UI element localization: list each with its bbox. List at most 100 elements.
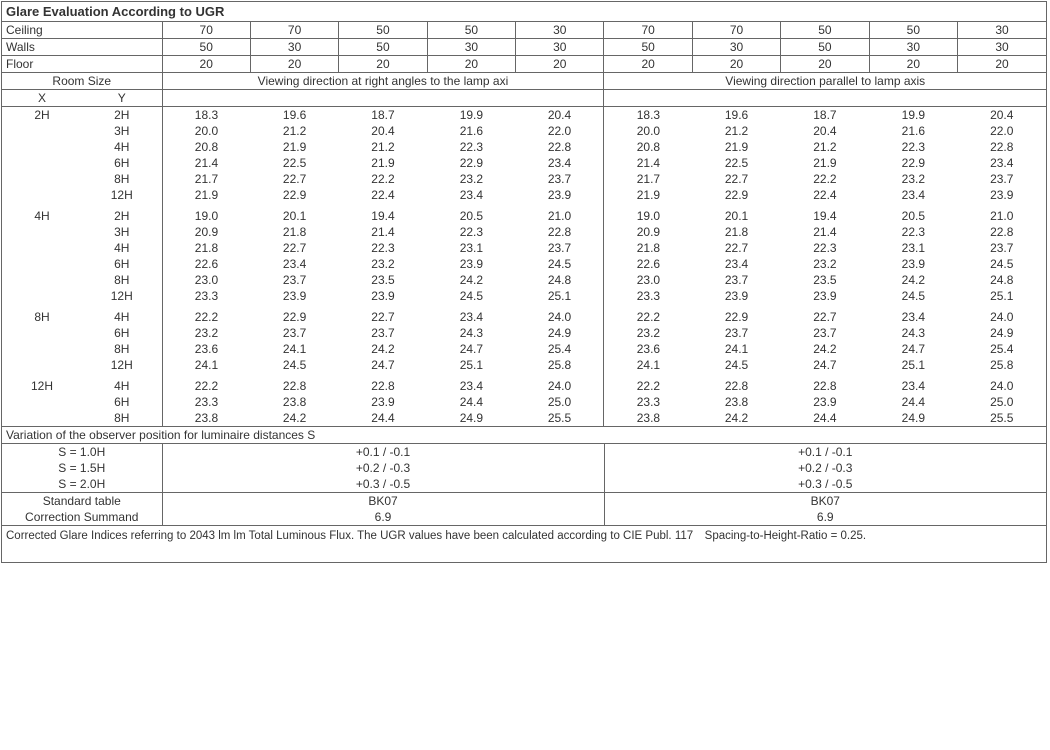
ugr-value: 20.9	[604, 224, 692, 240]
variation-value-b: +0.2 / -0.3	[604, 460, 1046, 476]
room-x-value	[2, 139, 82, 155]
ugr-value: 19.6	[692, 107, 780, 124]
ugr-value: 23.9	[692, 288, 780, 304]
ugr-value: 21.4	[781, 224, 869, 240]
ugr-value: 24.2	[869, 272, 957, 288]
variation-value-a: +0.2 / -0.3	[162, 460, 604, 476]
ugr-value: 22.8	[516, 139, 604, 155]
footer-note: Corrected Glare Indices referring to 204…	[2, 525, 1046, 562]
ugr-value: 22.9	[250, 304, 338, 325]
ugr-value: 21.9	[250, 139, 338, 155]
ugr-value: 22.9	[427, 155, 515, 171]
ugr-value: 22.9	[869, 155, 957, 171]
ugr-value: 22.2	[162, 373, 250, 394]
ugr-value: 24.3	[869, 325, 957, 341]
ugr-value: 22.4	[339, 187, 427, 203]
ugr-value: 23.2	[162, 325, 250, 341]
ugr-value: 23.2	[339, 256, 427, 272]
ugr-value: 23.7	[958, 240, 1046, 256]
ugr-value: 24.2	[427, 272, 515, 288]
reflectance-value: 50	[869, 22, 957, 39]
reflectance-value: 50	[781, 39, 869, 56]
reflectance-row-label: Ceiling	[2, 22, 162, 39]
ugr-value: 22.7	[339, 304, 427, 325]
ugr-value: 23.7	[958, 171, 1046, 187]
room-x-value	[2, 155, 82, 171]
ugr-value: 25.4	[958, 341, 1046, 357]
reflectance-value: 20	[427, 56, 515, 73]
reflectance-value: 20	[869, 56, 957, 73]
ugr-value: 23.7	[692, 272, 780, 288]
reflectance-value: 70	[250, 22, 338, 39]
room-x-value	[2, 272, 82, 288]
ugr-value: 18.3	[162, 107, 250, 124]
room-y-value: 6H	[82, 256, 162, 272]
ugr-value: 24.5	[516, 256, 604, 272]
ugr-value: 23.9	[339, 288, 427, 304]
ugr-value: 24.1	[604, 357, 692, 373]
room-y-value: 2H	[82, 203, 162, 224]
ugr-value: 25.5	[958, 410, 1046, 426]
ugr-value: 25.8	[958, 357, 1046, 373]
ugr-value: 24.2	[781, 341, 869, 357]
reflectance-row-label: Walls	[2, 39, 162, 56]
ugr-value: 23.6	[162, 341, 250, 357]
room-y-label: Y	[82, 90, 162, 107]
room-y-value: 4H	[82, 304, 162, 325]
ugr-value: 24.7	[339, 357, 427, 373]
ugr-value: 23.0	[162, 272, 250, 288]
standard-table: Standard table BK07 BK07 Correction Summ…	[2, 492, 1046, 525]
reflectance-row-label: Floor	[2, 56, 162, 73]
room-x-value: 4H	[2, 203, 82, 224]
room-y-value: 12H	[82, 288, 162, 304]
ugr-value: 23.7	[516, 171, 604, 187]
ugr-value: 23.0	[604, 272, 692, 288]
reflectance-value: 20	[781, 56, 869, 73]
ugr-value: 22.6	[162, 256, 250, 272]
ugr-value: 22.3	[869, 139, 957, 155]
reflectance-value: 20	[958, 56, 1046, 73]
ugr-value: 22.9	[692, 304, 780, 325]
ugr-value: 24.9	[516, 325, 604, 341]
ugr-value: 23.7	[692, 325, 780, 341]
ugr-value: 21.7	[604, 171, 692, 187]
variation-table: S = 1.0H+0.1 / -0.1+0.1 / -0.1S = 1.5H+0…	[2, 443, 1046, 492]
ugr-value: 23.7	[339, 325, 427, 341]
ugr-value: 24.5	[692, 357, 780, 373]
ugr-value: 22.9	[250, 187, 338, 203]
ugr-value: 25.5	[516, 410, 604, 426]
reflectance-value: 50	[339, 39, 427, 56]
reflectance-value: 50	[781, 22, 869, 39]
variation-heading: Variation of the observer position for l…	[2, 426, 1046, 443]
ugr-value: 22.0	[958, 123, 1046, 139]
ugr-value: 21.4	[604, 155, 692, 171]
ugr-value: 24.1	[162, 357, 250, 373]
ugr-value: 24.3	[427, 325, 515, 341]
ugr-value: 21.9	[781, 155, 869, 171]
ugr-value: 22.3	[427, 224, 515, 240]
ugr-value: 23.3	[604, 394, 692, 410]
ugr-value: 20.1	[692, 203, 780, 224]
ugr-value: 20.5	[427, 203, 515, 224]
ugr-value: 24.7	[781, 357, 869, 373]
room-x-value	[2, 357, 82, 373]
header-reflectance-table: Ceiling70705050307070505030Walls50305030…	[2, 22, 1046, 73]
variation-s-label: S = 1.5H	[2, 460, 162, 476]
variation-value-a: +0.3 / -0.5	[162, 476, 604, 492]
ugr-value: 23.5	[781, 272, 869, 288]
ugr-value: 24.2	[339, 341, 427, 357]
ugr-value: 22.2	[339, 171, 427, 187]
ugr-value: 23.4	[427, 187, 515, 203]
ugr-value: 22.0	[516, 123, 604, 139]
ugr-value: 22.5	[692, 155, 780, 171]
ugr-value: 23.4	[427, 373, 515, 394]
ugr-value: 23.9	[869, 256, 957, 272]
std-table-value-b: BK07	[604, 493, 1046, 510]
ugr-value: 21.8	[604, 240, 692, 256]
ugr-value: 19.0	[604, 203, 692, 224]
ugr-value: 22.8	[339, 373, 427, 394]
ugr-value: 21.9	[339, 155, 427, 171]
reflectance-value: 20	[162, 56, 250, 73]
ugr-value: 24.5	[250, 357, 338, 373]
ugr-value: 23.9	[958, 187, 1046, 203]
